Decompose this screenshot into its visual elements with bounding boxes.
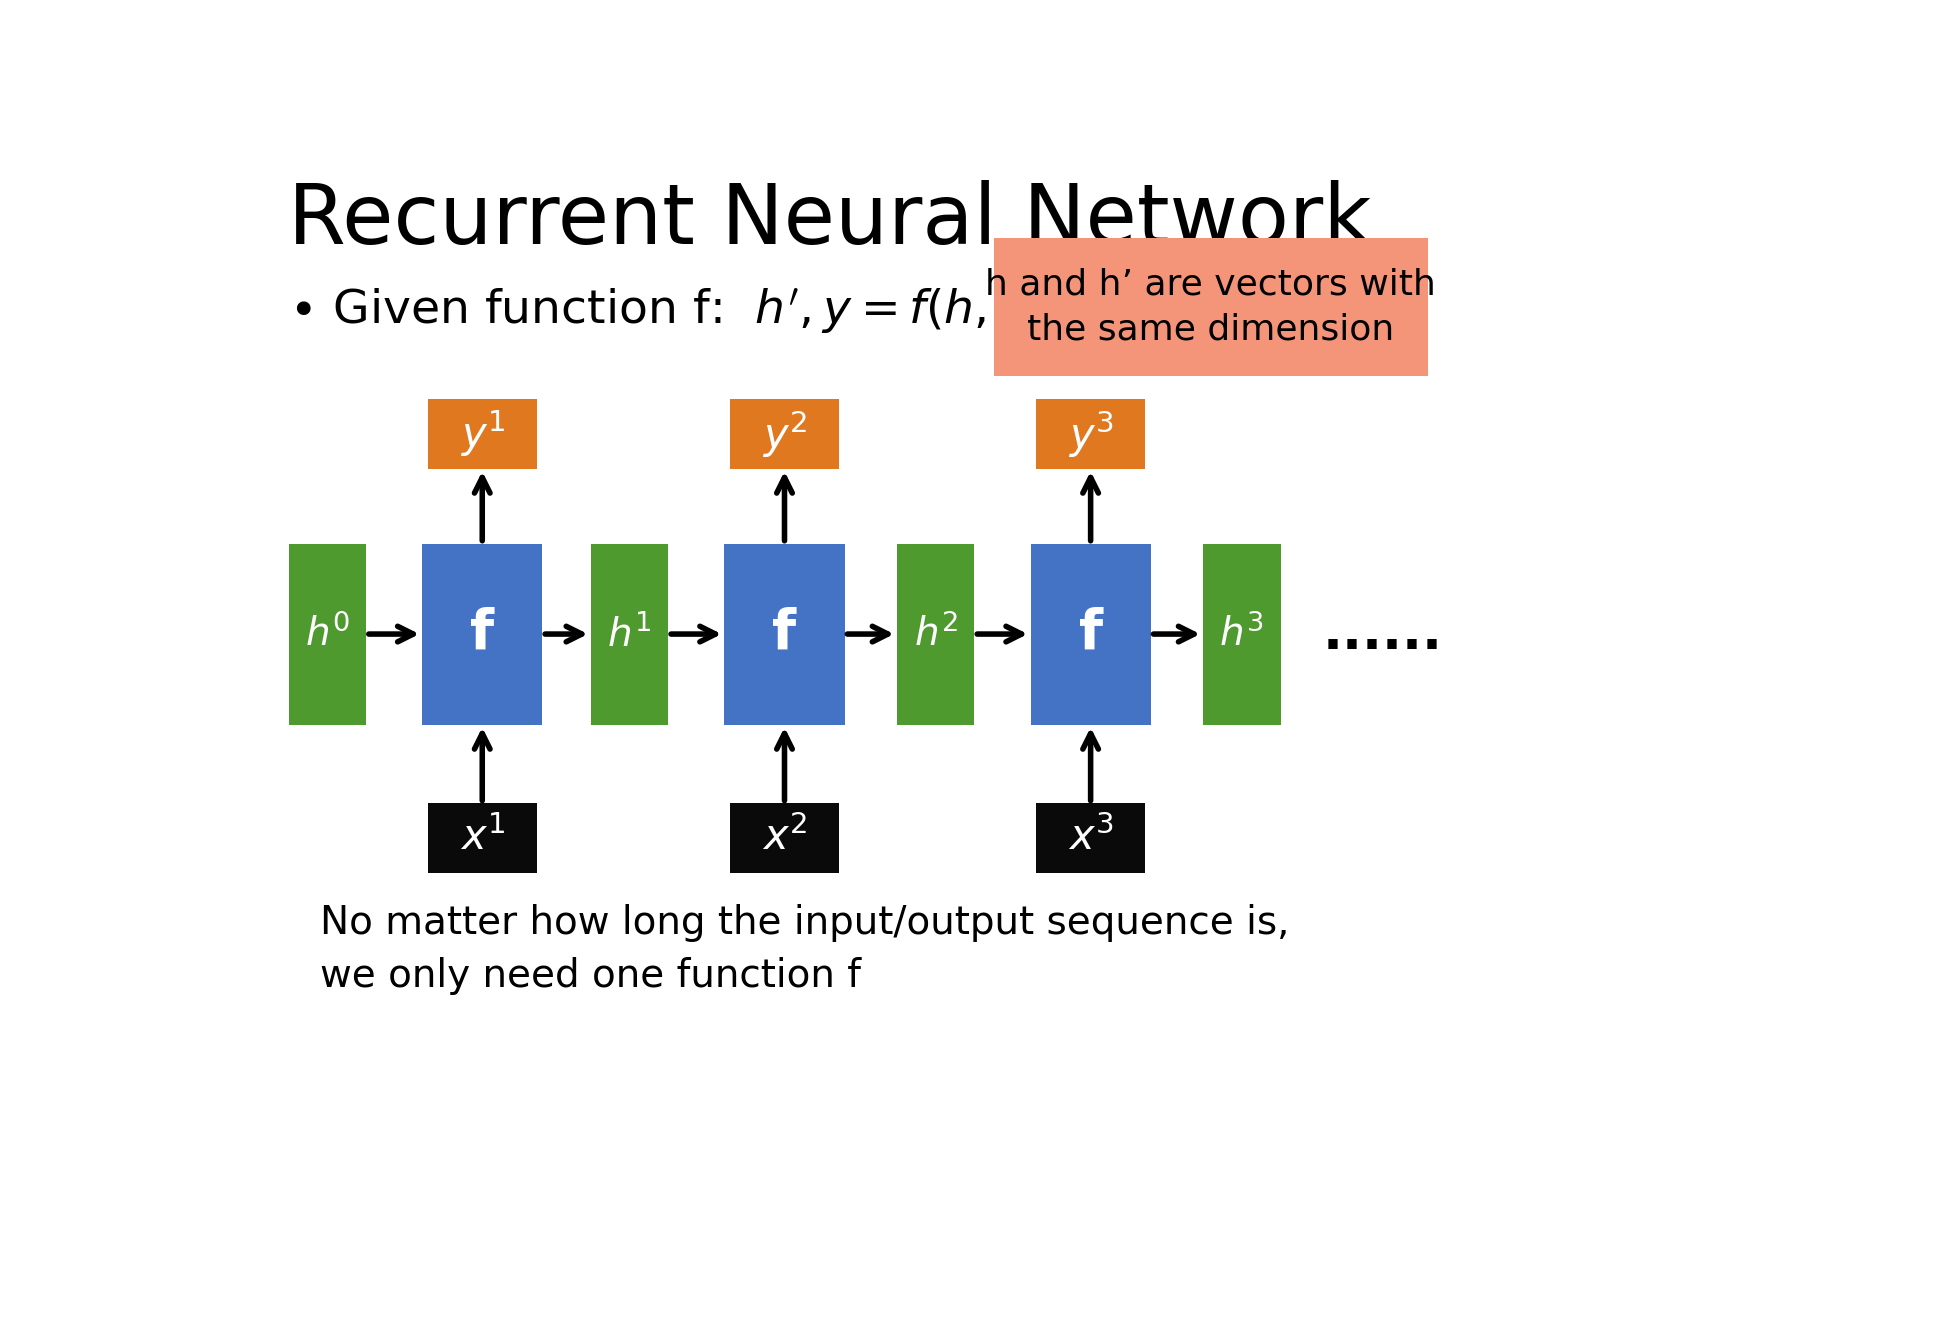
Text: $h^1$: $h^1$	[608, 614, 652, 653]
Text: $h^2$: $h^2$	[914, 614, 958, 655]
Text: No matter how long the input/output sequence is,
we only need one function f: No matter how long the input/output sequ…	[319, 903, 1289, 995]
FancyBboxPatch shape	[1036, 399, 1144, 469]
Text: f: f	[1078, 607, 1104, 661]
Text: $y^1$: $y^1$	[459, 409, 505, 460]
FancyBboxPatch shape	[590, 543, 668, 724]
FancyBboxPatch shape	[428, 804, 536, 872]
Text: $x^1$: $x^1$	[459, 817, 505, 859]
Text: f: f	[470, 607, 494, 661]
Text: ......: ......	[1322, 607, 1442, 660]
FancyBboxPatch shape	[730, 804, 838, 872]
FancyBboxPatch shape	[1030, 543, 1150, 724]
FancyBboxPatch shape	[428, 399, 536, 469]
Text: f: f	[772, 607, 796, 661]
Text: $h^3$: $h^3$	[1220, 614, 1264, 655]
Text: $h^0$: $h^0$	[304, 614, 350, 655]
Text: Recurrent Neural Network: Recurrent Neural Network	[288, 180, 1373, 261]
FancyBboxPatch shape	[1036, 804, 1144, 872]
FancyBboxPatch shape	[724, 543, 844, 724]
FancyBboxPatch shape	[730, 399, 838, 469]
FancyBboxPatch shape	[993, 238, 1427, 376]
Text: $y^2$: $y^2$	[763, 409, 807, 460]
Text: $x^2$: $x^2$	[763, 817, 807, 859]
Text: $x^3$: $x^3$	[1069, 817, 1113, 859]
FancyBboxPatch shape	[896, 543, 974, 724]
Text: $\bullet$ Given function f:  $h', y = f(h, x)$: $\bullet$ Given function f: $h', y = f(h…	[288, 286, 1044, 336]
FancyBboxPatch shape	[1202, 543, 1280, 724]
FancyBboxPatch shape	[422, 543, 542, 724]
Text: h and h’ are vectors with
the same dimension: h and h’ are vectors with the same dimen…	[985, 267, 1437, 347]
Text: $y^3$: $y^3$	[1069, 409, 1113, 460]
FancyBboxPatch shape	[288, 543, 366, 724]
